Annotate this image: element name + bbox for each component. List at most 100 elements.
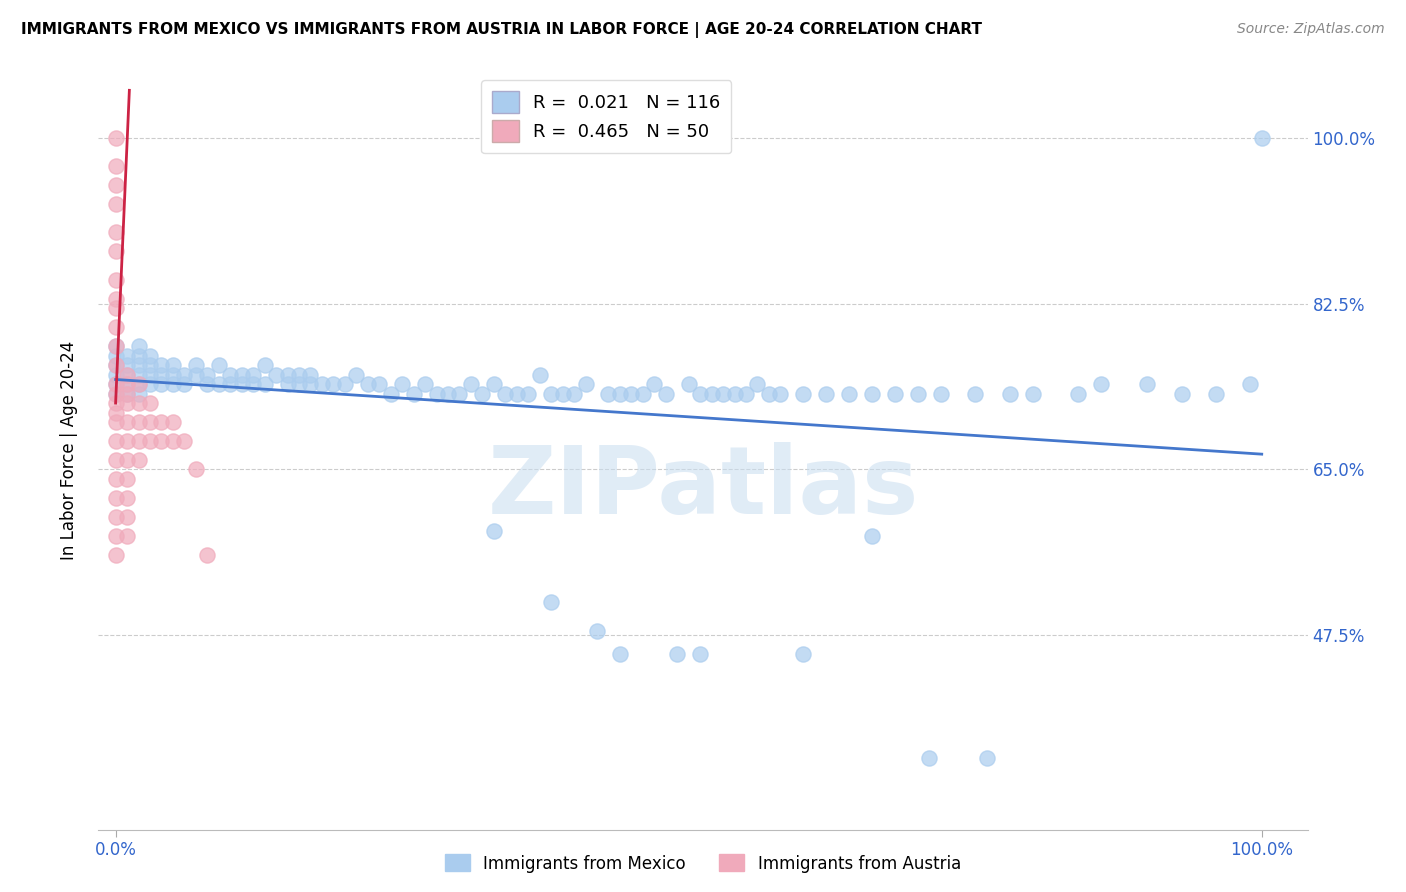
Point xyxy=(678,377,700,392)
Point xyxy=(860,386,883,401)
Point xyxy=(139,434,162,448)
Point xyxy=(128,339,150,353)
Point xyxy=(288,368,311,382)
Point xyxy=(529,368,551,382)
Point xyxy=(517,386,540,401)
Point xyxy=(586,624,609,638)
Point xyxy=(104,386,127,401)
Point xyxy=(437,386,460,401)
Point xyxy=(368,377,391,392)
Point xyxy=(666,647,689,661)
Point xyxy=(139,415,162,429)
Point xyxy=(115,491,138,505)
Point xyxy=(506,386,529,401)
Point xyxy=(299,368,322,382)
Point xyxy=(884,386,907,401)
Point xyxy=(792,647,814,661)
Point xyxy=(838,386,860,401)
Point xyxy=(460,377,482,392)
Point xyxy=(689,386,711,401)
Point xyxy=(918,751,941,765)
Point xyxy=(471,386,494,401)
Point xyxy=(128,377,150,392)
Point xyxy=(104,415,127,429)
Point xyxy=(195,548,218,562)
Point xyxy=(104,491,127,505)
Point xyxy=(162,415,184,429)
Point xyxy=(104,396,127,410)
Point xyxy=(150,377,173,392)
Point xyxy=(242,377,264,392)
Point xyxy=(219,377,242,392)
Point xyxy=(173,434,195,448)
Point xyxy=(128,368,150,382)
Point xyxy=(609,386,631,401)
Point xyxy=(104,292,127,306)
Point xyxy=(104,226,127,240)
Point xyxy=(609,647,631,661)
Point xyxy=(929,386,952,401)
Point xyxy=(711,386,734,401)
Point xyxy=(231,368,253,382)
Point xyxy=(322,377,344,392)
Point xyxy=(115,377,138,392)
Point xyxy=(277,377,299,392)
Y-axis label: In Labor Force | Age 20-24: In Labor Force | Age 20-24 xyxy=(59,341,77,560)
Point xyxy=(391,377,413,392)
Point xyxy=(792,386,814,401)
Point xyxy=(115,415,138,429)
Point xyxy=(115,377,138,392)
Point xyxy=(128,453,150,467)
Point xyxy=(1170,386,1192,401)
Point xyxy=(494,386,516,401)
Point xyxy=(173,377,195,392)
Point xyxy=(253,358,276,372)
Point xyxy=(723,386,745,401)
Point xyxy=(115,453,138,467)
Point xyxy=(333,377,356,392)
Point xyxy=(769,386,792,401)
Point xyxy=(104,386,127,401)
Legend: Immigrants from Mexico, Immigrants from Austria: Immigrants from Mexico, Immigrants from … xyxy=(439,847,967,880)
Point xyxy=(540,386,562,401)
Point xyxy=(139,358,162,372)
Point xyxy=(104,548,127,562)
Point xyxy=(1090,377,1112,392)
Point xyxy=(115,509,138,524)
Legend: R =  0.021   N = 116, R =  0.465   N = 50: R = 0.021 N = 116, R = 0.465 N = 50 xyxy=(481,80,731,153)
Point xyxy=(128,358,150,372)
Point xyxy=(139,349,162,363)
Point xyxy=(689,647,711,661)
Point xyxy=(115,386,138,401)
Point xyxy=(104,406,127,420)
Point xyxy=(115,472,138,486)
Point xyxy=(128,396,150,410)
Point xyxy=(104,529,127,543)
Point xyxy=(288,377,311,392)
Point xyxy=(482,377,505,392)
Point xyxy=(128,349,150,363)
Point xyxy=(104,377,127,392)
Text: IMMIGRANTS FROM MEXICO VS IMMIGRANTS FROM AUSTRIA IN LABOR FORCE | AGE 20-24 COR: IMMIGRANTS FROM MEXICO VS IMMIGRANTS FRO… xyxy=(21,22,981,38)
Point xyxy=(104,273,127,287)
Point xyxy=(115,434,138,448)
Point xyxy=(104,453,127,467)
Point xyxy=(104,320,127,334)
Point xyxy=(449,386,471,401)
Point xyxy=(860,529,883,543)
Point xyxy=(402,386,425,401)
Point xyxy=(976,751,998,765)
Point xyxy=(104,358,127,372)
Point xyxy=(253,377,276,392)
Point xyxy=(104,349,127,363)
Point xyxy=(162,377,184,392)
Point xyxy=(104,159,127,173)
Point xyxy=(104,178,127,193)
Point xyxy=(128,434,150,448)
Point xyxy=(620,386,643,401)
Point xyxy=(1136,377,1159,392)
Point xyxy=(115,349,138,363)
Point xyxy=(139,396,162,410)
Point xyxy=(219,368,242,382)
Point xyxy=(551,386,574,401)
